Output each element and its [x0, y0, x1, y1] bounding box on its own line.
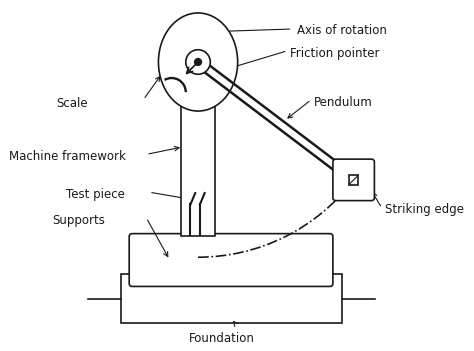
Text: Foundation: Foundation [189, 332, 255, 345]
Bar [121, 274, 342, 323]
Text: Supports: Supports [52, 214, 105, 227]
Text: Striking edge: Striking edge [385, 204, 464, 217]
Circle shape [195, 59, 201, 65]
Bar [349, 175, 358, 185]
Circle shape [186, 50, 210, 74]
Text: Scale: Scale [56, 97, 88, 110]
Bar [181, 81, 215, 237]
Text: Friction pointer: Friction pointer [291, 47, 380, 60]
Ellipse shape [158, 13, 237, 111]
Text: Axis of rotation: Axis of rotation [297, 24, 387, 37]
Bar [121, 274, 342, 323]
Text: Machine framework: Machine framework [9, 150, 126, 163]
FancyBboxPatch shape [333, 159, 374, 201]
Text: Test piece: Test piece [66, 188, 125, 201]
FancyBboxPatch shape [129, 234, 333, 286]
Text: Pendulum: Pendulum [314, 96, 373, 109]
